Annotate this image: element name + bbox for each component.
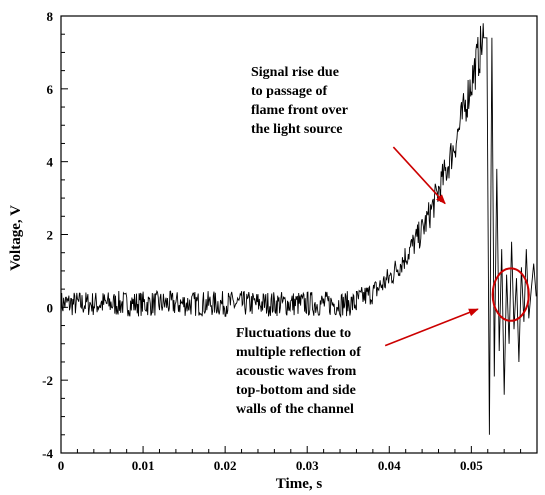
annotation-text-line: the light source bbox=[251, 122, 343, 137]
annotation-text-line: acoustic waves from bbox=[236, 364, 357, 379]
annotation-text-line: to passage of bbox=[251, 84, 328, 99]
x-tick-label: 0 bbox=[58, 458, 65, 473]
annotation-text-line: top-bottom and side bbox=[236, 383, 356, 398]
annotation-text-line: Fluctuations due to bbox=[236, 326, 351, 341]
y-tick-label: 6 bbox=[47, 82, 54, 97]
x-axis-title: Time, s bbox=[276, 476, 323, 492]
x-tick-label: 0.01 bbox=[132, 458, 155, 473]
x-tick-label: 0.04 bbox=[378, 458, 401, 473]
y-tick-label: 2 bbox=[47, 228, 54, 243]
annotation-text-line: Signal rise due bbox=[251, 65, 339, 80]
annotation-text-line: walls of the channel bbox=[236, 402, 354, 417]
x-tick-label: 0.02 bbox=[214, 458, 237, 473]
highlight-circle bbox=[491, 267, 530, 322]
annotation-text-line: multiple reflection of bbox=[236, 345, 361, 360]
x-tick-label: 0.05 bbox=[460, 458, 483, 473]
y-axis-title: Voltage, V bbox=[8, 205, 24, 271]
annotation-arrow bbox=[384, 308, 479, 347]
signal-series-line bbox=[61, 23, 537, 435]
y-tick-label: 0 bbox=[47, 300, 54, 315]
y-tick-label: 8 bbox=[47, 9, 54, 24]
y-tick-label: -2 bbox=[42, 373, 53, 388]
y-tick-label: -4 bbox=[42, 446, 53, 461]
annotation-text-line: flame front over bbox=[251, 103, 348, 118]
annotation-2: Fluctuations due to multiple reflection o… bbox=[236, 308, 479, 417]
x-tick-label: 0.03 bbox=[296, 458, 319, 473]
y-tick-label: 4 bbox=[47, 155, 54, 170]
annotation-1: Signal rise due to passage of flame front … bbox=[251, 65, 446, 205]
annotation-arrow bbox=[392, 146, 446, 205]
